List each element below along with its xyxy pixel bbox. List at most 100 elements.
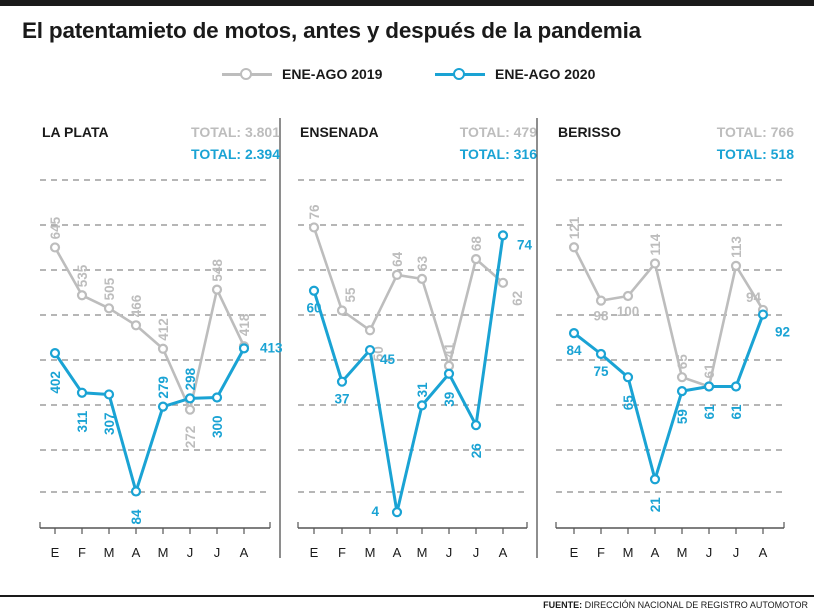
data-point bbox=[443, 368, 455, 379]
data-label: 76 bbox=[307, 204, 322, 220]
data-label: 31 bbox=[415, 382, 430, 398]
data-point bbox=[595, 295, 607, 306]
data-point bbox=[184, 393, 196, 404]
data-point bbox=[568, 242, 580, 253]
data-point bbox=[497, 230, 509, 241]
data-point bbox=[49, 242, 61, 253]
x-tick-label: J bbox=[733, 545, 740, 560]
chart-panel-berisso: E F M A M J J A BERISSO TOTAL: 766 TOTAL: 518 121 98… bbox=[555, 124, 794, 560]
data-label: 298 bbox=[183, 367, 198, 390]
data-label: 114 bbox=[648, 233, 663, 255]
legend-item-2020: ENE-AGO 2020 bbox=[435, 63, 595, 85]
data-label: 26 bbox=[469, 443, 484, 459]
data-label: 98 bbox=[593, 309, 609, 324]
data-label: 68 bbox=[469, 236, 484, 252]
x-tick-label: A bbox=[499, 545, 508, 560]
data-label: 62 bbox=[510, 291, 525, 306]
data-label: 74 bbox=[517, 237, 533, 252]
data-label: 402 bbox=[48, 371, 63, 394]
data-point bbox=[103, 389, 115, 400]
x-tick-label: F bbox=[78, 545, 86, 560]
data-label: 61 bbox=[702, 404, 717, 420]
data-label: 39 bbox=[442, 392, 457, 407]
data-point bbox=[211, 392, 223, 403]
data-point bbox=[238, 343, 250, 354]
data-label: 413 bbox=[260, 340, 283, 355]
data-point bbox=[730, 381, 742, 392]
data-label: 113 bbox=[729, 236, 744, 258]
data-label: 64 bbox=[390, 251, 405, 267]
data-point bbox=[49, 348, 61, 359]
data-point bbox=[157, 343, 169, 354]
data-label: 92 bbox=[775, 325, 790, 340]
x-tick-label: M bbox=[417, 545, 428, 560]
source-note: FUENTE: DIRECCIÓN NACIONAL DE REGISTRO A… bbox=[543, 600, 808, 610]
data-label: 311 bbox=[75, 410, 90, 432]
data-label: 21 bbox=[648, 497, 663, 513]
data-label: 4 bbox=[371, 504, 379, 519]
x-tick-label: J bbox=[473, 545, 480, 560]
data-point bbox=[676, 386, 688, 397]
data-point bbox=[308, 222, 320, 233]
x-tick-label: J bbox=[187, 545, 194, 560]
chart-title: El patentamieto de motos, antes y despué… bbox=[22, 18, 641, 43]
data-label: 75 bbox=[593, 364, 609, 379]
data-label: 279 bbox=[156, 376, 171, 399]
data-label: 65 bbox=[621, 395, 636, 411]
data-point bbox=[364, 325, 376, 336]
data-point bbox=[595, 348, 607, 360]
data-label: 84 bbox=[566, 343, 582, 358]
x-tick-label: F bbox=[597, 545, 605, 560]
legend-item-2019: ENE-AGO 2019 bbox=[222, 63, 382, 85]
x-tick-label: M bbox=[365, 545, 376, 560]
data-point bbox=[568, 328, 580, 339]
x-tick-label: F bbox=[338, 545, 346, 560]
data-label: 505 bbox=[102, 277, 117, 300]
data-point bbox=[676, 372, 688, 383]
top-rule bbox=[0, 0, 814, 6]
panel-total-2019: TOTAL: 766 bbox=[717, 124, 794, 140]
data-label: 55 bbox=[343, 287, 358, 303]
x-tick-label: A bbox=[393, 545, 402, 560]
data-label: 307 bbox=[102, 412, 117, 435]
data-point bbox=[211, 284, 223, 295]
data-label: 41 bbox=[442, 342, 457, 358]
series-line-2020 bbox=[312, 235, 505, 514]
source-label: FUENTE: bbox=[543, 600, 583, 610]
chart-panel-la-plata: E F M A M J J A LA PLATA TOTAL: 3.801 TOTAL: 2.394… bbox=[39, 118, 283, 560]
data-label: 63 bbox=[415, 255, 430, 271]
data-label: 61 bbox=[729, 404, 744, 420]
data-point bbox=[103, 303, 115, 314]
data-label: 418 bbox=[237, 313, 252, 336]
legend-swatch-2019 bbox=[222, 67, 272, 81]
data-point bbox=[130, 486, 142, 497]
data-point bbox=[157, 401, 169, 412]
panel-title: BERISSO bbox=[558, 124, 621, 140]
x-tick-label: E bbox=[310, 545, 319, 560]
x-tick-label: J bbox=[446, 545, 453, 560]
panel-title: LA PLATA bbox=[42, 124, 109, 140]
data-point bbox=[391, 269, 403, 281]
legend-label-2019: ENE-AGO 2019 bbox=[282, 66, 383, 82]
data-point bbox=[76, 290, 88, 301]
x-tick-label: E bbox=[51, 545, 60, 560]
data-point bbox=[622, 290, 634, 302]
data-point bbox=[757, 309, 769, 320]
data-label: 59 bbox=[675, 409, 690, 424]
data-label: 45 bbox=[380, 352, 396, 367]
data-point bbox=[184, 404, 196, 415]
x-tick-label: A bbox=[651, 545, 660, 560]
x-tick-label: A bbox=[240, 545, 249, 560]
data-point bbox=[130, 320, 142, 331]
data-label: 37 bbox=[334, 392, 349, 407]
x-tick-label: M bbox=[677, 545, 688, 560]
x-tick-label: M bbox=[623, 545, 634, 560]
data-point bbox=[416, 273, 428, 284]
x-tick-label: J bbox=[214, 545, 221, 560]
data-label: 272 bbox=[183, 426, 198, 449]
panel-total-2020: TOTAL: 518 bbox=[717, 146, 794, 162]
x-tick-label: M bbox=[158, 545, 169, 560]
data-label: 65 bbox=[675, 354, 690, 370]
